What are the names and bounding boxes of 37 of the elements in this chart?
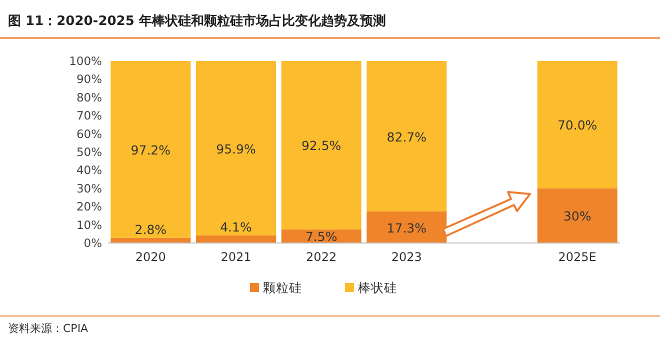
y-tick-label: 50% xyxy=(76,145,102,159)
legend-label: 棒状硅 xyxy=(358,280,397,295)
y-tick-label: 30% xyxy=(76,181,102,196)
bar xyxy=(537,188,618,243)
data-label: 92.5% xyxy=(301,138,342,154)
data-label: 2.8% xyxy=(134,222,167,237)
y-tick-label: 90% xyxy=(76,72,102,86)
y-tick-label: 0% xyxy=(84,236,102,250)
bar xyxy=(537,61,618,188)
text: 资料来源：CPIA xyxy=(8,322,89,335)
data-label: 17.3% xyxy=(386,220,427,236)
x-tick-label: 2020 xyxy=(135,250,166,264)
chart-title: 图 11：2020-2025 年棒状硅和颗粒硅市场占比变化趋势及预测 xyxy=(8,13,386,29)
legend-label: 颗粒硅 xyxy=(263,280,302,295)
bar xyxy=(366,61,447,212)
bar xyxy=(110,61,191,238)
data-label: 7.5% xyxy=(305,229,338,244)
data-label: 4.1% xyxy=(220,220,252,235)
data-label: 82.7% xyxy=(386,129,427,144)
data-label: 70.0% xyxy=(557,118,598,133)
data-label: 30% xyxy=(563,208,592,224)
y-tick-label: 20% xyxy=(76,200,102,214)
bar xyxy=(281,61,362,230)
y-tick-label: 40% xyxy=(76,163,102,178)
data-label: 95.9% xyxy=(216,141,256,156)
y-tick-label: 80% xyxy=(76,90,102,104)
x-tick-label: 2021 xyxy=(220,250,252,264)
bar xyxy=(196,236,276,243)
bar xyxy=(196,61,276,236)
y-tick-label: 10% xyxy=(76,218,102,232)
x-tick-label: 2022 xyxy=(306,250,337,264)
x-tick-label: 2023 xyxy=(391,250,422,264)
y-tick-label: 60% xyxy=(76,126,102,141)
data-label: 97.2% xyxy=(130,142,171,158)
y-tick-label: 100% xyxy=(69,54,102,68)
x-tick-label: 2025E xyxy=(558,250,596,264)
y-tick-label: 70% xyxy=(76,108,102,123)
